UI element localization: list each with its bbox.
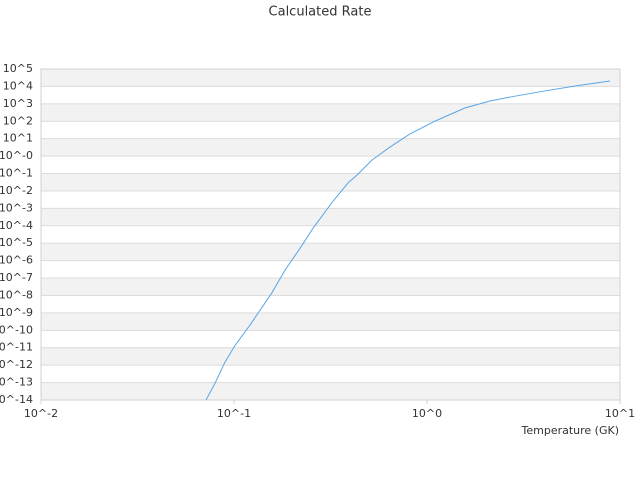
y-tick-label: 10^-6 [0, 254, 33, 267]
y-tick-label: 10^2 [3, 114, 33, 127]
bands [41, 69, 620, 400]
y-tick-label: 10^1 [3, 132, 33, 145]
y-tick-label: 10^-11 [0, 341, 33, 354]
y-tick-label: 10^-13 [0, 376, 33, 389]
y-tick-label: 10^-8 [0, 288, 33, 301]
y-tick-label: 10^3 [3, 97, 33, 110]
y-tick-label: 10^-2 [0, 184, 33, 197]
y-tick-label: 10^-10 [0, 323, 33, 336]
y-tick-label: 10^-7 [0, 271, 33, 284]
grid-band [41, 69, 620, 87]
y-tick-label: 10^5 [3, 62, 33, 75]
y-tick-label: 10^-3 [0, 201, 33, 214]
y-tick-label: 10^-12 [0, 358, 33, 371]
data-line [205, 80, 611, 401]
y-tick-label: 10^-5 [0, 236, 33, 249]
grid-band [41, 347, 620, 366]
x-axis-label: Temperature (GK) [521, 424, 620, 437]
grid-band [41, 382, 620, 400]
x-tick-label: 10^0 [412, 407, 442, 420]
grid-band [41, 312, 620, 331]
x-tick-label: 10^-2 [24, 407, 58, 420]
grid-band [41, 208, 620, 226]
y-tick-label: 10^-1 [0, 167, 33, 180]
chart-title: Calculated Rate [269, 5, 372, 20]
grid-band [41, 243, 620, 261]
x-tick-label: 10^-1 [217, 407, 251, 420]
x-tick-label: 10^1 [605, 407, 635, 420]
plot-border [40, 68, 621, 401]
grid-band [41, 278, 620, 296]
y-tick-label: 10^-4 [0, 219, 33, 232]
grid-band [41, 103, 620, 122]
y-tick-label: 10^-14 [0, 393, 33, 406]
y-tick-label: 10^4 [3, 79, 33, 92]
y-tick-label: 10^-9 [0, 306, 33, 319]
grid-band [41, 138, 620, 157]
grid-band [41, 173, 620, 191]
y-tick-label: 10^-0 [0, 149, 33, 162]
